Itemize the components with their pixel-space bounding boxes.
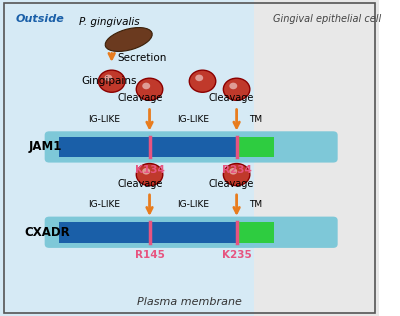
Text: IG-LIKE: IG-LIKE bbox=[177, 200, 209, 209]
Text: IG-LIKE: IG-LIKE bbox=[88, 200, 120, 209]
Text: Cleavage: Cleavage bbox=[117, 94, 163, 104]
Circle shape bbox=[223, 78, 250, 100]
Text: CXADR: CXADR bbox=[25, 226, 70, 239]
Text: Plasma membrane: Plasma membrane bbox=[137, 296, 242, 307]
Text: Cleavage: Cleavage bbox=[117, 179, 163, 189]
Text: Gingipains: Gingipains bbox=[81, 76, 137, 86]
Text: TM: TM bbox=[249, 200, 262, 209]
Text: TM: TM bbox=[249, 115, 262, 124]
Circle shape bbox=[98, 70, 125, 92]
Circle shape bbox=[229, 168, 237, 174]
Bar bbox=[236, 222, 274, 243]
Text: Cleavage: Cleavage bbox=[208, 179, 254, 189]
Text: K235: K235 bbox=[222, 250, 252, 260]
Text: IG-LIKE: IG-LIKE bbox=[177, 115, 209, 124]
Text: K134: K134 bbox=[134, 165, 164, 175]
Bar bbox=[150, 137, 236, 157]
Bar bbox=[150, 222, 236, 243]
Circle shape bbox=[136, 78, 163, 100]
Bar bbox=[254, 0, 378, 316]
Text: Secretion: Secretion bbox=[117, 52, 167, 63]
Circle shape bbox=[142, 82, 150, 89]
Circle shape bbox=[136, 164, 163, 186]
Bar bbox=[236, 137, 274, 157]
Text: JAM1: JAM1 bbox=[28, 140, 62, 154]
Text: P. gingivalis: P. gingivalis bbox=[80, 17, 140, 27]
Circle shape bbox=[195, 75, 203, 81]
FancyBboxPatch shape bbox=[45, 217, 338, 248]
FancyBboxPatch shape bbox=[45, 131, 338, 162]
Circle shape bbox=[104, 75, 112, 81]
Bar bbox=[59, 137, 150, 157]
Circle shape bbox=[142, 168, 150, 174]
Circle shape bbox=[223, 164, 250, 186]
Bar bbox=[59, 222, 150, 243]
Text: Gingival epithelial cell: Gingival epithelial cell bbox=[272, 14, 381, 24]
Circle shape bbox=[229, 82, 237, 89]
Circle shape bbox=[189, 70, 216, 92]
Text: R234: R234 bbox=[222, 165, 252, 175]
Text: R145: R145 bbox=[134, 250, 164, 260]
Text: Outside: Outside bbox=[15, 14, 64, 24]
Text: Cleavage: Cleavage bbox=[208, 94, 254, 104]
Text: IG-LIKE: IG-LIKE bbox=[88, 115, 120, 124]
Ellipse shape bbox=[105, 27, 152, 52]
